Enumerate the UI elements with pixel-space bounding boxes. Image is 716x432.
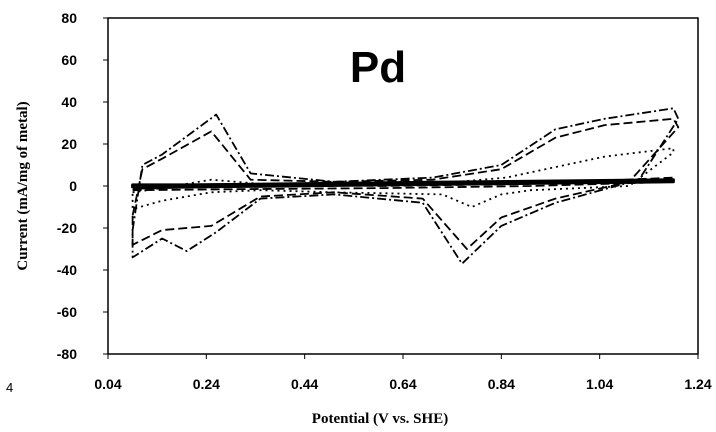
y-tick-label: -20 — [57, 220, 77, 236]
x-tick-label: 1.24 — [684, 376, 711, 392]
y-tick-label: 20 — [61, 136, 77, 152]
x-tick-label: 0.64 — [389, 376, 416, 392]
x-axis-ticks: 0.04 0.24 0.44 0.64 0.84 1.04 1.24 — [94, 354, 712, 392]
y-axis-ticks: 80 60 40 20 0 -20 -40 -60 -80 — [57, 10, 108, 362]
x-tick-label: 1.04 — [586, 376, 613, 392]
cv-curve-5 — [131, 107, 680, 265]
cv-curve-3 — [131, 147, 675, 210]
y-tick-label: -80 — [57, 346, 77, 362]
x-axis-label: Potential (V vs. SHE) — [312, 411, 448, 427]
chart-title: Pd — [350, 43, 406, 92]
x-tick-label: 0.44 — [291, 376, 318, 392]
y-tick-label: -60 — [57, 304, 77, 320]
y-tick-label: 0 — [69, 178, 77, 194]
y-tick-label: -40 — [57, 262, 77, 278]
stray-tick-label: 4 — [6, 380, 13, 395]
x-tick-label: 0.24 — [193, 376, 220, 392]
y-axis-label: Current (mA/mg of metal) — [15, 101, 31, 270]
cv-curve-2 — [131, 176, 675, 192]
cv-curve-4 — [131, 117, 680, 250]
x-tick-label: 0.84 — [488, 376, 515, 392]
y-tick-label: 80 — [61, 10, 77, 26]
x-tick-label: 0.04 — [94, 376, 121, 392]
curves-group — [131, 107, 680, 265]
y-tick-label: 40 — [61, 94, 77, 110]
y-tick-label: 60 — [61, 52, 77, 68]
